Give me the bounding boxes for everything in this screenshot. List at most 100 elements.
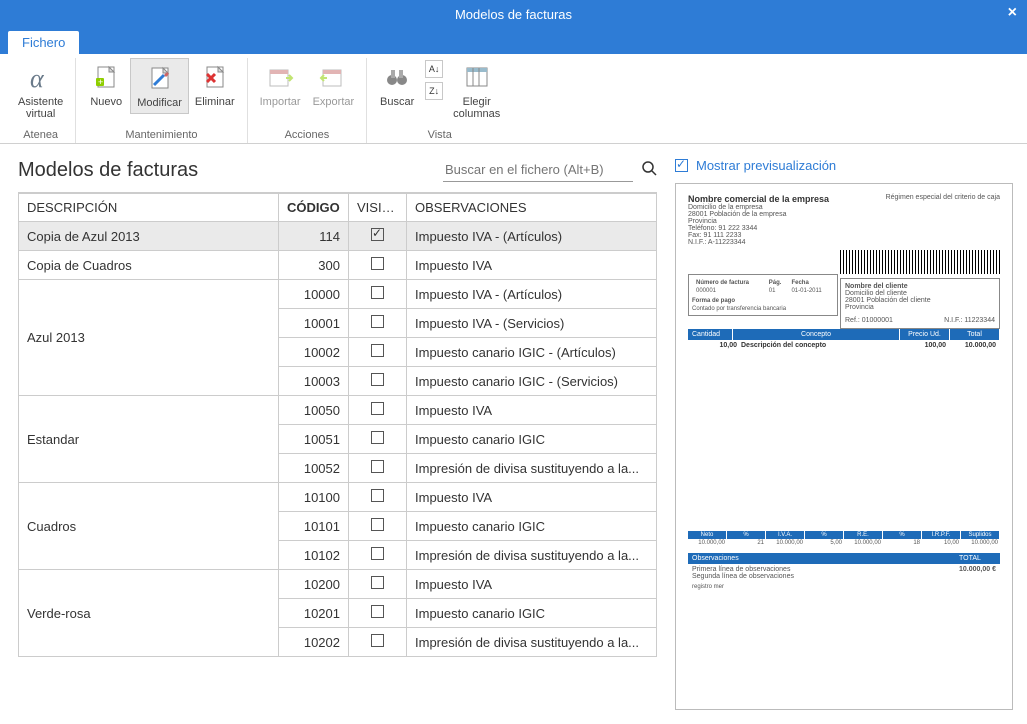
- pv-totals-cell: 10.000,00: [766, 539, 805, 547]
- binoculars-icon: [381, 62, 413, 94]
- eliminar-button[interactable]: Eliminar: [189, 58, 241, 112]
- checkbox-icon[interactable]: [371, 489, 384, 502]
- pv-totals-cell: 10.000,00: [844, 539, 883, 547]
- elegir-columnas-button[interactable]: Elegir columnas: [447, 58, 506, 124]
- checkbox-icon[interactable]: [371, 257, 384, 270]
- pv-totals-col: I.V.A.: [766, 531, 805, 539]
- search-input[interactable]: [443, 158, 633, 182]
- checkbox-icon[interactable]: [371, 431, 384, 444]
- cell-visible[interactable]: [349, 251, 407, 280]
- ribbon-tabs: Fichero: [0, 28, 1027, 54]
- checkbox-icon[interactable]: [371, 402, 384, 415]
- pv-registro: registro mer: [692, 584, 936, 590]
- pv-table-row: 10,00 Descripción del concepto 100,00 10…: [688, 340, 1000, 351]
- table-row[interactable]: Verde-rosa10200Impuesto IVA: [19, 570, 657, 599]
- sort-desc-button[interactable]: Z↓: [425, 82, 443, 100]
- group-label-mantenimiento: Mantenimiento: [125, 127, 197, 143]
- tab-fichero[interactable]: Fichero: [8, 31, 79, 54]
- cell-visible[interactable]: [349, 512, 407, 541]
- table-row[interactable]: Estandar10050Impuesto IVA: [19, 396, 657, 425]
- sort-asc-button[interactable]: A↓: [425, 60, 443, 78]
- checkbox-icon[interactable]: [371, 286, 384, 299]
- cell-obs: Impuesto canario IGIC: [407, 599, 657, 628]
- pv-th-total: Total: [950, 329, 1000, 340]
- preview-toggle-label: Mostrar previsualización: [696, 158, 836, 173]
- cell-visible[interactable]: [349, 483, 407, 512]
- modificar-label: Modificar: [137, 97, 182, 109]
- cell-visible[interactable]: [349, 425, 407, 454]
- modificar-button[interactable]: Modificar: [130, 58, 189, 114]
- pv-concepto: Descripción del concepto: [737, 342, 896, 349]
- checkbox-icon[interactable]: [371, 460, 384, 473]
- pv-invnum-lbl: Número de factura: [694, 280, 765, 286]
- checkbox-icon[interactable]: [371, 605, 384, 618]
- pv-obs-row: Primera línea de observaciones Segunda l…: [688, 564, 1000, 592]
- cell-desc: Verde-rosa: [19, 570, 279, 657]
- importar-button[interactable]: Importar: [254, 58, 307, 112]
- table-row[interactable]: Azul 201310000Impuesto IVA - (Artículos): [19, 280, 657, 309]
- window-title: Modelos de facturas: [455, 7, 572, 22]
- pv-addr3: Provincia: [688, 218, 829, 225]
- table-row[interactable]: Copia de Cuadros300Impuesto IVA: [19, 251, 657, 280]
- search-icon[interactable]: [641, 160, 657, 180]
- cell-visible[interactable]: [349, 541, 407, 570]
- pv-totals-col: Neto: [688, 531, 727, 539]
- checkbox-icon[interactable]: [371, 228, 384, 241]
- ribbon-group-atenea: α Asistente virtual Atenea: [6, 58, 76, 143]
- col-codigo[interactable]: CÓDIGO: [279, 194, 349, 222]
- titlebar: Modelos de facturas ×: [0, 0, 1027, 28]
- cell-visible[interactable]: [349, 628, 407, 657]
- checkbox-icon[interactable]: [371, 547, 384, 560]
- cell-desc: Copia de Azul 2013: [19, 222, 279, 251]
- cell-visible[interactable]: [349, 338, 407, 367]
- pv-totals-cell: 21: [727, 539, 766, 547]
- pv-pago: Contado por transferencia bancaria: [692, 306, 834, 312]
- nuevo-button[interactable]: + Nuevo: [82, 58, 130, 112]
- cell-visible[interactable]: [349, 367, 407, 396]
- cell-visible[interactable]: [349, 309, 407, 338]
- table-header: DESCRIPCIÓN CÓDIGO VISIBLE OBSERVACIONES: [19, 194, 657, 222]
- asistente-label: Asistente virtual: [18, 96, 63, 120]
- col-observaciones[interactable]: OBSERVACIONES: [407, 194, 657, 222]
- sort-controls: A↓ Z↓: [421, 58, 447, 102]
- checkbox-icon[interactable]: [675, 159, 688, 172]
- pv-totals-row: 10.000,002110.000,005,0010.000,001810,00…: [688, 539, 1000, 547]
- delete-file-icon: [199, 62, 231, 94]
- checkbox-icon[interactable]: [371, 315, 384, 328]
- table-row[interactable]: Cuadros10100Impuesto IVA: [19, 483, 657, 512]
- cell-obs: Impuesto canario IGIC - (Servicios): [407, 367, 657, 396]
- cell-code: 300: [279, 251, 349, 280]
- pv-total-val: 10.000,00 €: [940, 564, 1000, 592]
- checkbox-icon[interactable]: [371, 634, 384, 647]
- cell-code: 10001: [279, 309, 349, 338]
- checkbox-icon[interactable]: [371, 518, 384, 531]
- table-row[interactable]: Copia de Azul 2013114Impuesto IVA - (Art…: [19, 222, 657, 251]
- pv-pag: 01: [767, 288, 788, 294]
- cell-code: 10003: [279, 367, 349, 396]
- pv-client-ref: Ref.: 01000001: [845, 317, 893, 324]
- exportar-button[interactable]: Exportar: [307, 58, 361, 112]
- col-descripcion[interactable]: DESCRIPCIÓN: [19, 194, 279, 222]
- cell-obs: Impuesto IVA: [407, 570, 657, 599]
- col-visible[interactable]: VISIBLE: [349, 194, 407, 222]
- cell-visible[interactable]: [349, 222, 407, 251]
- asistente-virtual-button[interactable]: α Asistente virtual: [12, 58, 69, 124]
- checkbox-icon[interactable]: [371, 344, 384, 357]
- buscar-button[interactable]: Buscar: [373, 58, 421, 112]
- close-icon[interactable]: ×: [1008, 4, 1017, 22]
- pv-total: 10.000,00: [946, 342, 996, 349]
- checkbox-icon[interactable]: [371, 373, 384, 386]
- checkbox-icon[interactable]: [371, 576, 384, 589]
- cell-visible[interactable]: [349, 396, 407, 425]
- data-grid[interactable]: DESCRIPCIÓN CÓDIGO VISIBLE OBSERVACIONES…: [18, 192, 657, 724]
- preview-toggle[interactable]: Mostrar previsualización: [675, 158, 1013, 173]
- cell-visible[interactable]: [349, 570, 407, 599]
- pv-totals-cell: 10.000,00: [688, 539, 727, 547]
- ribbon-group-acciones: Importar Exportar Acciones: [248, 58, 368, 143]
- pv-tel: Teléfono: 91 222 3344: [688, 225, 829, 232]
- cell-visible[interactable]: [349, 280, 407, 309]
- group-label-acciones: Acciones: [285, 127, 330, 143]
- cell-obs: Impuesto IVA - (Servicios): [407, 309, 657, 338]
- cell-visible[interactable]: [349, 454, 407, 483]
- cell-visible[interactable]: [349, 599, 407, 628]
